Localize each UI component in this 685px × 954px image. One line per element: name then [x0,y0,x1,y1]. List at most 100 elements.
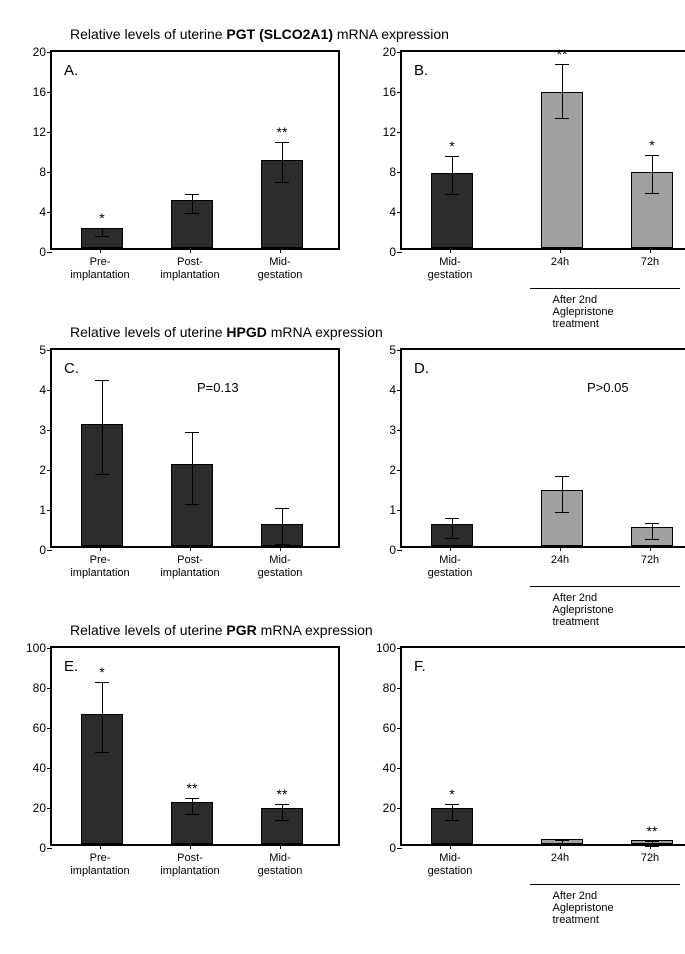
x-tick [560,546,561,551]
x-label: Pre-implantation [70,256,129,281]
x-label: 72h [641,554,659,567]
title-pre: Relative levels of uterine [70,622,226,638]
chart-B: 048121620B.**** [400,50,685,250]
panel-label: D. [414,360,429,377]
chart-F: 020406080100F.*** [400,646,685,846]
significance-marker: ** [277,786,288,802]
y-tick: 8 [389,166,402,178]
error-bar [562,64,563,118]
x-label: Post-implantation [160,554,219,579]
y-tick: 60 [383,722,402,734]
y-tick: 12 [33,126,52,138]
error-cap [645,841,659,842]
x-label: 72h [641,256,659,269]
panel-label: E. [64,658,78,675]
y-tick: 100 [376,642,402,654]
y-tick: 80 [383,682,402,694]
x-tick [280,546,281,551]
x-label: Pre-implantation [70,852,129,877]
y-tick: 4 [39,206,52,218]
chart-C: 012345C.P=0.13 [50,348,340,548]
error-bar [192,194,193,213]
chart-wrap-F: 020406080100F.***Mid-gestation24h72hAfte… [370,646,685,914]
chart-wrap-E: 020406080100E.*****Pre-implantationPost-… [20,646,340,914]
y-tick: 2 [389,464,402,476]
x-label: Mid-gestation [428,554,473,579]
error-cap [555,476,569,477]
error-cap [555,512,569,513]
x-axis-labels: Pre-implantationPost-implantationMid-ges… [50,552,340,586]
error-cap [275,804,289,805]
error-cap [275,182,289,183]
x-label: Mid-gestation [258,852,303,877]
x-tick [100,546,101,551]
panel-label: A. [64,62,78,79]
x-tick [450,844,451,849]
y-tick: 5 [39,344,52,356]
x-label: Pre-implantation [70,554,129,579]
y-tick: 1 [39,504,52,516]
y-tick: 20 [33,802,52,814]
significance-marker: * [649,137,654,153]
x-label: Mid-gestation [428,852,473,877]
y-tick: 16 [33,86,52,98]
error-bar [282,142,283,182]
error-bar [102,228,103,236]
error-cap [95,228,109,229]
error-cap [645,193,659,194]
x-tick [100,248,101,253]
y-tick: 4 [39,384,52,396]
y-tick: 3 [39,424,52,436]
x-axis-labels: Mid-gestation24h72h [400,552,685,586]
x-tick [650,844,651,849]
panel-label: F. [414,658,426,675]
chart-wrap-C: 012345C.P=0.13 Pre-implantation Post-impla… [20,348,340,616]
title-pre: Relative levels of uterine [70,324,226,340]
x-label: Post-implantation [160,852,219,877]
y-tick: 4 [389,384,402,396]
error-bar [282,804,283,820]
error-bar [282,508,283,544]
x-tick [450,248,451,253]
significance-marker: ** [277,124,288,140]
sub-axis: After 2nd Aglepristone treatment [400,288,685,318]
error-bar [562,476,563,512]
significance-marker: * [449,138,454,154]
x-axis-labels: Pre-implantationPost-implantationMid-ges… [50,254,340,288]
error-cap [555,840,569,841]
y-tick: 5 [389,344,402,356]
x-tick [650,248,651,253]
y-tick: 16 [383,86,402,98]
error-cap [645,846,659,847]
y-tick: 3 [389,424,402,436]
sub-axis: After 2nd Aglepristone treatment [400,884,685,914]
row-hpgd: 012345C.P=0.13 Pre-implantation Post-impla… [20,348,665,616]
error-cap [275,508,289,509]
error-cap [185,798,199,799]
title-post: mRNA expression [333,26,449,42]
error-cap [555,845,569,846]
y-tick: 20 [33,46,52,58]
y-tick: 20 [383,802,402,814]
y-tick: 8 [39,166,52,178]
chart-wrap-A: 048121620A.***Pre-implantationPost-impla… [20,50,340,318]
error-cap [95,682,109,683]
x-tick [190,248,191,253]
error-cap [275,820,289,821]
y-tick: 20 [383,46,402,58]
error-cap [445,804,459,805]
significance-marker: * [99,210,104,226]
x-axis-labels: Mid-gestation24h72h [400,254,685,288]
error-cap [95,236,109,237]
x-tick [450,546,451,551]
error-bar [102,380,103,474]
sub-axis: After 2nd Aglepristone treatment [400,586,685,616]
error-cap [185,814,199,815]
title-pre: Relative levels of uterine [70,26,226,42]
error-bar [452,156,453,194]
chart-wrap-D: 012345D.P>0.05Mid-gestation24h72hAfter 2… [370,348,685,616]
x-label: Mid-gestation [428,256,473,281]
x-tick [560,248,561,253]
significance-marker: ** [557,46,568,62]
sub-axis-label: After 2nd Aglepristone treatment [553,592,658,628]
